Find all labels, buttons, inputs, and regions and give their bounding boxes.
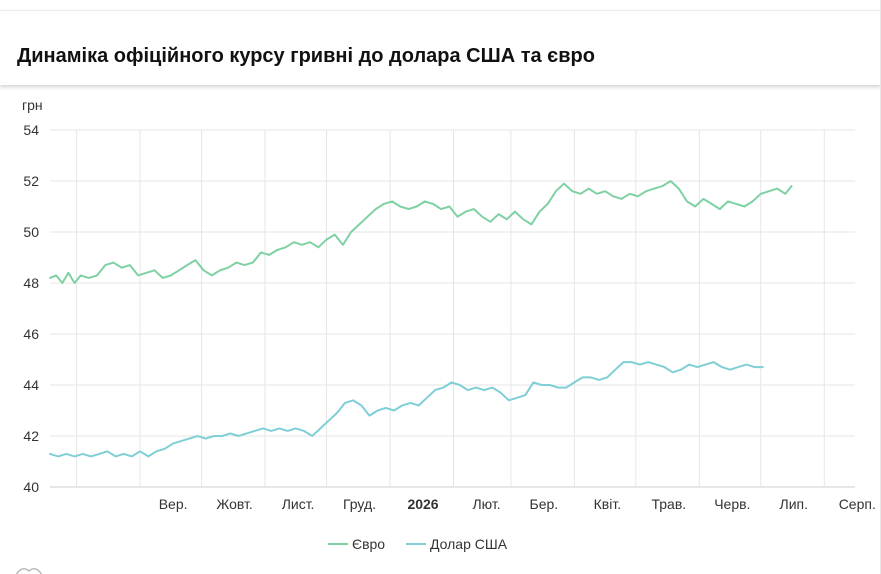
y-tick-label: 52 <box>23 173 39 189</box>
y-tick-label: 40 <box>23 479 39 495</box>
y-tick-label: 46 <box>23 326 39 342</box>
grid <box>50 129 855 488</box>
legend-item-euro[interactable]: Євро <box>328 536 385 552</box>
y-axis-label: грн <box>22 97 43 113</box>
x-tick-label: Лист. <box>282 496 315 512</box>
page-title: Динаміка офіційного курсу гривні до дола… <box>17 45 595 67</box>
x-tick-label: Лип. <box>780 496 808 512</box>
x-tick-label: Квіт. <box>594 496 621 512</box>
y-axis: 40 42 44 46 48 50 52 54 <box>23 122 39 495</box>
legend-label: Долар США <box>430 536 508 552</box>
y-tick-label: 44 <box>23 377 39 393</box>
legend-label: Євро <box>352 536 385 552</box>
legend: Євро Долар США <box>328 536 508 552</box>
series-line-euro <box>49 180 793 284</box>
x-axis: Вер. Жовт. Лист. Груд. 2026 Лют. Бер. Квіт. Трав… <box>159 496 876 512</box>
top-strip <box>0 0 881 10</box>
x-tick-label: Груд. <box>343 496 376 512</box>
x-tick-label: Черв. <box>714 496 750 512</box>
x-tick-label: Серп. <box>839 496 876 512</box>
x-tick-label: Лют. <box>472 496 500 512</box>
x-tick-label: Вер. <box>159 496 188 512</box>
series <box>49 180 793 458</box>
y-tick-label: 54 <box>23 122 39 138</box>
chart-header: Динаміка офіційного курсу гривні до дола… <box>0 10 881 85</box>
y-tick-label: 42 <box>23 428 39 444</box>
y-tick-label: 50 <box>23 224 39 240</box>
x-tick-label: Бер. <box>530 496 559 512</box>
y-tick-label: 48 <box>23 275 39 291</box>
logo-fragment <box>14 562 44 574</box>
legend-item-usd[interactable]: Долар США <box>406 536 508 552</box>
series-line-usd <box>49 361 764 458</box>
x-tick-label: Трав. <box>651 496 686 512</box>
x-tick-label: 2026 <box>407 496 438 512</box>
x-tick-label: Жовт. <box>216 496 252 512</box>
